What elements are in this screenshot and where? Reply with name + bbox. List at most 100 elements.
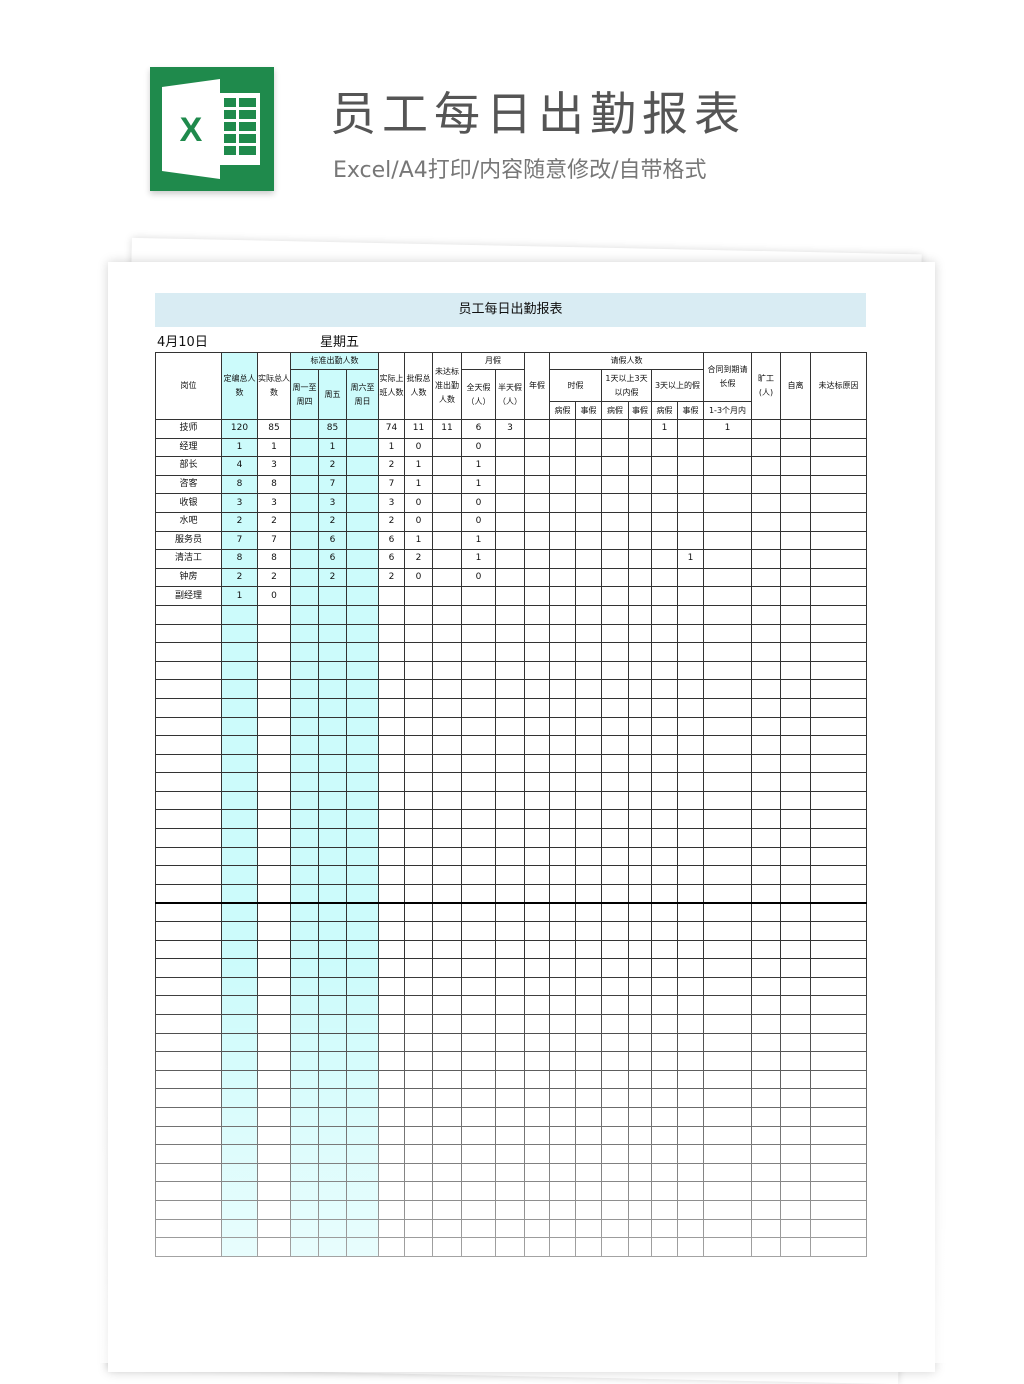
table-cell[interactable] [318, 828, 347, 848]
table-cell[interactable]: 3 [257, 493, 291, 513]
table-cell[interactable] [703, 1069, 753, 1090]
table-cell[interactable] [810, 809, 868, 830]
table-cell[interactable] [404, 1237, 434, 1257]
table-cell[interactable]: 钟房 [155, 567, 222, 588]
table-cell[interactable] [524, 549, 551, 569]
table-cell[interactable] [432, 921, 463, 941]
table-cell[interactable] [461, 790, 497, 811]
table-cell[interactable]: 1 [461, 456, 497, 476]
table-cell[interactable] [524, 456, 551, 476]
table-cell[interactable] [751, 1032, 782, 1053]
table-cell[interactable] [751, 623, 782, 644]
table-cell[interactable] [495, 1237, 526, 1257]
table-cell[interactable] [318, 586, 347, 606]
table-cell[interactable] [461, 735, 497, 755]
table-cell[interactable] [318, 1144, 347, 1164]
table-cell[interactable] [703, 642, 753, 662]
table-cell[interactable] [780, 604, 812, 625]
table-cell[interactable] [378, 697, 406, 718]
table-cell[interactable] [751, 865, 782, 885]
table-cell[interactable] [549, 958, 577, 978]
table-cell[interactable] [318, 623, 347, 644]
table-cell[interactable] [432, 1069, 463, 1090]
table-cell[interactable]: 0 [404, 437, 434, 458]
table-cell[interactable] [432, 530, 463, 551]
table-cell[interactable] [257, 1051, 291, 1071]
table-cell[interactable] [601, 958, 630, 978]
table-cell[interactable] [575, 604, 603, 625]
table-cell[interactable] [780, 567, 812, 588]
table-cell[interactable] [461, 1218, 497, 1239]
table-cell[interactable]: 6 [318, 549, 347, 569]
table-cell[interactable]: 1 [221, 437, 258, 458]
table-cell[interactable] [780, 437, 812, 458]
table-cell[interactable] [575, 1014, 603, 1034]
table-cell[interactable] [432, 1032, 463, 1053]
table-cell[interactable]: 0 [461, 511, 497, 532]
table-cell[interactable] [318, 604, 347, 625]
table-cell[interactable] [345, 474, 380, 495]
table-cell[interactable] [432, 995, 463, 1015]
table-cell[interactable] [404, 846, 434, 867]
table-cell[interactable] [378, 902, 406, 923]
table-cell[interactable] [601, 642, 630, 662]
table-cell[interactable] [404, 753, 434, 774]
table-cell[interactable] [461, 753, 497, 774]
table-cell[interactable] [524, 660, 551, 681]
table-cell[interactable] [524, 716, 551, 737]
table-cell[interactable] [345, 586, 380, 606]
table-cell[interactable] [257, 902, 291, 923]
table-cell[interactable] [677, 976, 705, 997]
table-cell[interactable] [495, 716, 526, 737]
table-cell[interactable] [601, 790, 630, 811]
table-cell[interactable] [290, 567, 319, 588]
table-cell[interactable] [601, 660, 630, 681]
table-cell[interactable]: 8 [221, 549, 258, 569]
table-cell[interactable] [703, 828, 753, 848]
table-cell[interactable] [780, 846, 812, 867]
table-cell[interactable] [290, 697, 319, 718]
table-cell[interactable] [703, 716, 753, 737]
table-cell[interactable] [628, 530, 653, 551]
table-cell[interactable] [257, 1014, 291, 1034]
table-cell[interactable]: 2 [378, 567, 406, 588]
table-cell[interactable] [549, 995, 577, 1015]
table-cell[interactable] [810, 939, 868, 960]
table-cell[interactable] [155, 772, 222, 792]
table-cell[interactable] [810, 419, 868, 439]
table-cell[interactable] [751, 437, 782, 458]
table-cell[interactable] [810, 865, 868, 885]
table-cell[interactable] [257, 995, 291, 1015]
table-cell[interactable] [495, 437, 526, 458]
table-cell[interactable] [378, 660, 406, 681]
table-cell[interactable] [257, 753, 291, 774]
table-cell[interactable] [549, 1237, 577, 1257]
table-cell[interactable]: 0 [404, 493, 434, 513]
table-cell[interactable] [345, 902, 380, 923]
table-cell[interactable] [495, 772, 526, 792]
table-cell[interactable] [575, 1051, 603, 1071]
table-cell[interactable] [601, 567, 630, 588]
table-cell[interactable] [628, 1069, 653, 1090]
table-cell[interactable] [703, 772, 753, 792]
table-cell[interactable] [601, 846, 630, 867]
table-cell[interactable] [628, 958, 653, 978]
table-cell[interactable] [628, 474, 653, 495]
table-cell[interactable] [628, 809, 653, 830]
table-cell[interactable] [318, 939, 347, 960]
table-cell[interactable] [524, 586, 551, 606]
table-cell[interactable] [628, 1106, 653, 1127]
table-cell[interactable] [703, 604, 753, 625]
table-cell[interactable] [703, 1106, 753, 1127]
table-cell[interactable] [549, 549, 577, 569]
table-cell[interactable] [432, 474, 463, 495]
table-cell[interactable]: 技师 [155, 419, 222, 439]
table-cell[interactable] [257, 716, 291, 737]
table-cell[interactable] [257, 1199, 291, 1220]
table-cell[interactable] [345, 549, 380, 569]
table-cell[interactable] [549, 1069, 577, 1090]
table-cell[interactable]: 部长 [155, 456, 222, 476]
table-cell[interactable] [703, 679, 753, 699]
table-cell[interactable] [524, 735, 551, 755]
table-cell[interactable] [524, 1162, 551, 1183]
